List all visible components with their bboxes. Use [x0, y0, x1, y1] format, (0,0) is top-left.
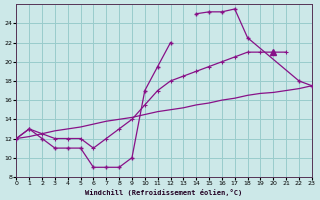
X-axis label: Windchill (Refroidissement éolien,°C): Windchill (Refroidissement éolien,°C) [85, 189, 243, 196]
